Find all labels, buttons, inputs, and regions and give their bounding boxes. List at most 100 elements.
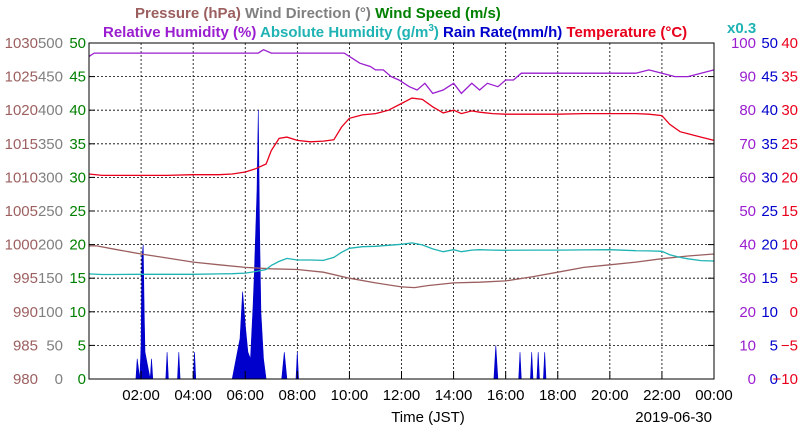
left-axis-2-tick: 15 bbox=[69, 270, 86, 287]
left-axis-0-tick: 1025 bbox=[5, 69, 38, 86]
left-axis-1-tick: 450 bbox=[38, 69, 63, 86]
right-axis-0-tick: 90 bbox=[739, 69, 756, 86]
title-part: Wind Speed (m/s) bbox=[371, 5, 501, 22]
right-axis-1-tick: 5 bbox=[770, 337, 778, 354]
title-superscript: 3 bbox=[428, 23, 434, 34]
left-axis-2-tick: 5 bbox=[78, 337, 86, 354]
left-axis-2-tick: 20 bbox=[69, 237, 86, 254]
right-axis-2-tick: −10 bbox=[773, 371, 798, 388]
left-axis-0-tick: 1030 bbox=[5, 35, 38, 52]
x-tick-label: 10:00 bbox=[331, 387, 369, 404]
left-axis-1-tick: 150 bbox=[38, 270, 63, 287]
left-axis-1-tick: 350 bbox=[38, 136, 63, 153]
right-axis-2-tick: 25 bbox=[781, 136, 798, 153]
x-tick-label: 20:00 bbox=[591, 387, 629, 404]
left-axis-2-tick: 45 bbox=[69, 69, 86, 86]
left-axis-0-tick: 980 bbox=[13, 371, 38, 388]
right-axis-0-tick: 70 bbox=[739, 136, 756, 153]
left-axis-2-tick: 25 bbox=[69, 203, 86, 220]
series-temperature-c bbox=[88, 97, 715, 177]
right-axis-1-tick: 20 bbox=[761, 237, 778, 254]
left-axis-2-tick: 40 bbox=[69, 102, 86, 119]
left-axis-2-tick: 35 bbox=[69, 136, 86, 153]
axes: 9809859909951000100510101015102010251030… bbox=[5, 35, 798, 404]
x-tick-label: 16:00 bbox=[487, 387, 525, 404]
x-tick-label: 00:00 bbox=[695, 387, 733, 404]
title-part: Absolute Humidity (g/m bbox=[256, 24, 428, 41]
right-axis-0-tick: 50 bbox=[739, 203, 756, 220]
right-axis-0-tick: 30 bbox=[739, 270, 756, 287]
title-part: Relative Humidity (%) bbox=[103, 24, 256, 41]
right-axis-0-tick: 10 bbox=[739, 337, 756, 354]
title-part: Pressure (hPa) bbox=[135, 5, 241, 22]
right-axis-1-tick: 30 bbox=[761, 169, 778, 186]
right-axis-0-tick: 20 bbox=[739, 304, 756, 321]
right-axis-1-tick: 0 bbox=[770, 371, 778, 388]
title-part: Temperature (°C) bbox=[562, 24, 687, 41]
x-axis-label: Time (JST) bbox=[391, 409, 465, 426]
left-axis-1-tick: 500 bbox=[38, 35, 63, 52]
right-axis-2-tick: 40 bbox=[781, 35, 798, 52]
left-axis-0-tick: 1015 bbox=[5, 136, 38, 153]
left-axis-2-tick: 30 bbox=[69, 169, 86, 186]
left-axis-2-tick: 10 bbox=[69, 304, 86, 321]
scale-note: x0.3 bbox=[727, 20, 756, 37]
right-axis-1-tick: 25 bbox=[761, 203, 778, 220]
right-axis-1-tick: 45 bbox=[761, 69, 778, 86]
right-axis-2-tick: 15 bbox=[781, 203, 798, 220]
right-axis-2-tick: −5 bbox=[781, 337, 798, 354]
right-axis-0-tick: 0 bbox=[748, 371, 756, 388]
title-row-2: Relative Humidity (%) Absolute Humidity … bbox=[103, 23, 687, 41]
x-tick-label: 08:00 bbox=[279, 387, 317, 404]
left-axis-2-tick: 50 bbox=[69, 35, 86, 52]
left-axis-0-tick: 1020 bbox=[5, 102, 38, 119]
left-axis-0-tick: 990 bbox=[13, 304, 38, 321]
left-axis-1-tick: 0 bbox=[55, 371, 63, 388]
left-axis-0-tick: 995 bbox=[13, 270, 38, 287]
title-part: Wind Direction (°) bbox=[241, 5, 371, 22]
right-axis-1-tick: 10 bbox=[761, 304, 778, 321]
x-tick-label: 12:00 bbox=[383, 387, 421, 404]
title-row-1: Pressure (hPa) Wind Direction (°) Wind S… bbox=[135, 5, 501, 22]
right-axis-0-tick: 60 bbox=[739, 169, 756, 186]
left-axis-2-tick: 0 bbox=[78, 371, 86, 388]
x-tick-label: 04:00 bbox=[174, 387, 212, 404]
chart-title: Pressure (hPa) Wind Direction (°) Wind S… bbox=[103, 5, 756, 41]
x-tick-label: 18:00 bbox=[539, 387, 577, 404]
x-tick-label: 02:00 bbox=[122, 387, 160, 404]
left-axis-0-tick: 985 bbox=[13, 337, 38, 354]
left-axis-1-tick: 400 bbox=[38, 102, 63, 119]
right-axis-0-tick: 80 bbox=[739, 102, 756, 119]
left-axis-1-tick: 300 bbox=[38, 169, 63, 186]
series-relative-humidity bbox=[88, 48, 715, 95]
series-absolute-humidity-g-m bbox=[88, 242, 715, 276]
right-axis-2-tick: 20 bbox=[781, 169, 798, 186]
right-axis-2-tick: 30 bbox=[781, 102, 798, 119]
left-axis-1-tick: 50 bbox=[46, 337, 63, 354]
right-axis-0-tick: 100 bbox=[731, 35, 756, 52]
right-axis-2-tick: 5 bbox=[790, 270, 798, 287]
right-axis-1-tick: 50 bbox=[761, 35, 778, 52]
right-axis-2-tick: 35 bbox=[781, 69, 798, 86]
right-axis-0-tick: 40 bbox=[739, 237, 756, 254]
right-axis-2-tick: 0 bbox=[790, 304, 798, 321]
date-label: 2019-06-30 bbox=[635, 409, 712, 426]
left-axis-1-tick: 100 bbox=[38, 304, 63, 321]
grid bbox=[89, 43, 714, 379]
left-axis-0-tick: 1000 bbox=[5, 237, 38, 254]
left-axis-0-tick: 1010 bbox=[5, 169, 38, 186]
right-axis-1-tick: 40 bbox=[761, 102, 778, 119]
title-part: ) bbox=[434, 24, 439, 41]
right-axis-1-tick: 35 bbox=[761, 136, 778, 153]
left-axis-0-tick: 1005 bbox=[5, 203, 38, 220]
x-tick-label: 14:00 bbox=[435, 387, 473, 404]
x-tick-label: 06:00 bbox=[226, 387, 264, 404]
left-axis-1-tick: 200 bbox=[38, 237, 63, 254]
right-axis-2-tick: 10 bbox=[781, 237, 798, 254]
left-axis-1-tick: 250 bbox=[38, 203, 63, 220]
right-axis-1-tick: 15 bbox=[761, 270, 778, 287]
series-pressure-hpa bbox=[89, 245, 715, 289]
title-part: Rain Rate(mm/h) bbox=[439, 24, 562, 41]
x-tick-label: 22:00 bbox=[643, 387, 681, 404]
